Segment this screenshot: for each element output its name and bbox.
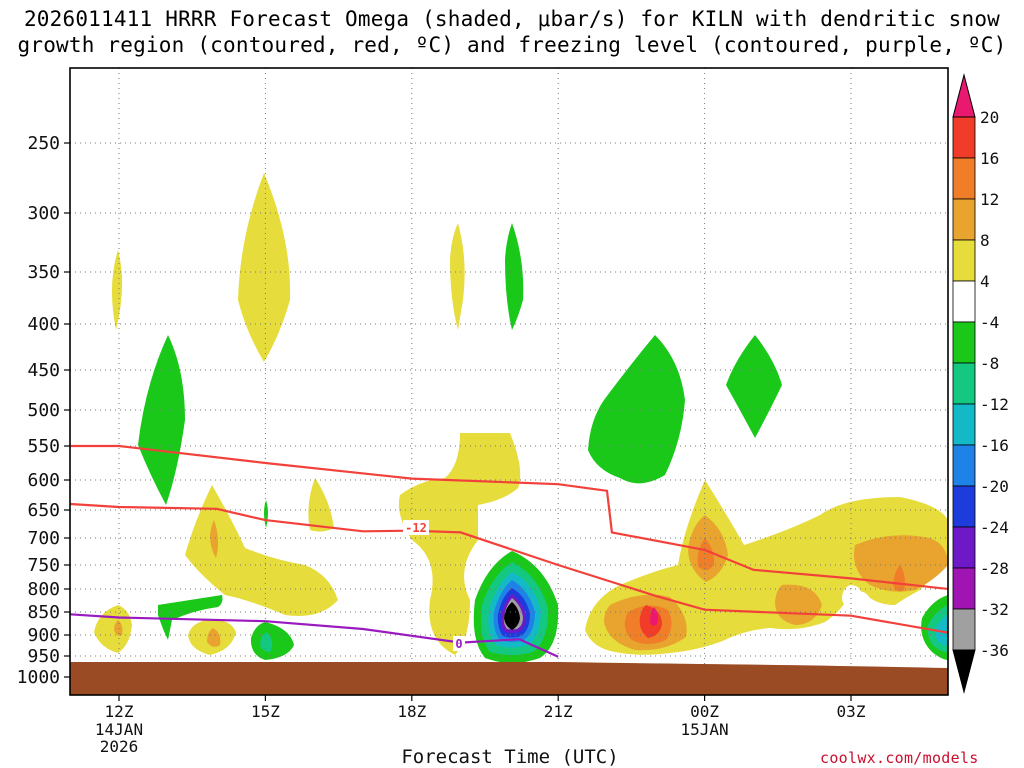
colorbar-label: 8 [980,231,990,250]
y-tick-label: 550 [27,436,60,457]
chart-title-line-1: 2026011411 HRRR Forecast Omega (shaded, … [23,7,1001,31]
dgz-lower-contour [70,502,948,634]
omega-field-yellow-16z [308,478,334,532]
omega-field-yellow-12z-350 [111,250,123,330]
y-tick-label: 950 [27,646,60,667]
y-axis: 2503003504004505005506006507007508008509… [17,133,70,688]
omega-field-04z-l3 [935,614,948,646]
omega-field-20z-l8 [504,602,520,630]
omega-field-orange-light-03z [854,535,948,592]
colorbar-label: 16 [980,149,999,168]
omega-field-yellow-19z-upper [450,223,465,330]
y-tick-label: 800 [27,579,60,600]
omega-field-green-19z-upper [505,223,524,330]
colorbar: 20 16 12 8 4 -4 -8 -12 -16 -20 -24 -28 -32 -36 [952,73,1009,694]
x-tick-label: 03Z [837,702,866,721]
y-tick-label: 400 [27,314,60,335]
colorbar-label: -12 [980,395,1009,414]
omega-field-yellow-19z-low [452,600,465,640]
omega-field-green-15z-low [250,622,294,660]
x-tick-sublabel: 14JAN [95,720,143,739]
dgz-upper-contour [70,444,948,591]
y-tick-label: 1000 [17,667,60,688]
plot-area: -12 0 [70,68,948,695]
y-tick-label: 500 [27,400,60,421]
omega-positive-fields [94,173,948,655]
colorbar-label: 4 [980,272,990,291]
colorbar-bin [952,608,976,651]
omega-field-green-01z [726,335,782,438]
colorbar-label: -28 [980,559,1009,578]
y-tick-label: 850 [27,602,60,623]
colorbar-bin [952,567,976,610]
y-tick-label: 900 [27,625,60,646]
plot-frame [69,67,949,696]
freezing-level-contour [70,613,559,658]
colorbar-bin [952,526,976,569]
omega-field-orange-light-14z-low [207,628,221,647]
colorbar-bin [952,362,976,405]
colorbar-bin [952,280,976,323]
colorbar-bin [952,198,976,241]
colorbar-bin [952,485,976,528]
y-tick-label: 700 [27,528,60,549]
chart-title-line-2: growth region (contoured, red, ºC) and f… [17,33,1007,57]
x-tick-label: 00Z [690,702,719,721]
freezing-level-label: 0 [455,637,462,651]
y-tick-label: 650 [27,500,60,521]
colorbar-bin [952,403,976,446]
colorbar-label: -4 [980,313,999,332]
colorbar-bin [952,239,976,282]
omega-field-yellow-14z [185,485,338,616]
omega-field-green-13z-low [158,595,223,640]
colorbar-label: -8 [980,354,999,373]
colorbar-label: -16 [980,436,1009,455]
omega-field-yellow-18z-broad [398,433,521,655]
colorbar-bin [952,321,976,364]
omega-field-orange-00z [697,538,715,571]
x-tick-label: 21Z [544,702,573,721]
y-tick-label: 750 [27,555,60,576]
colorbar-label: -36 [980,641,1009,660]
omega-field-green-13z [138,335,185,505]
colorbar-label: 20 [980,108,999,127]
colorbar-bin [952,157,976,200]
omega-field-orange-light-12z-low [114,620,123,636]
omega-field-teal-15z-low [260,632,273,652]
colorbar-top-arrow [952,73,976,118]
y-tick-label: 450 [27,360,60,381]
colorbar-bin [952,444,976,487]
y-tick-label: 350 [27,262,60,283]
x-tick-sublabel: 2026 [100,737,139,756]
omega-field-orange-light-14z [210,520,219,558]
y-tick-label: 600 [27,470,60,491]
x-tick-label: 15Z [251,702,280,721]
colorbar-label: -24 [980,518,1009,537]
x-tick-sublabel: 15JAN [681,720,729,739]
y-tick-label: 300 [27,203,60,224]
colorbar-label: 12 [980,190,999,209]
omega-field-white-hole-03z [842,585,862,610]
x-tick-label: 18Z [397,702,426,721]
colorbar-label: -20 [980,477,1009,496]
omega-negative-fields [138,223,948,663]
x-axis-label: Forecast Time (UTC) [401,746,619,768]
source-credit[interactable]: coolwx.com/models [820,749,979,767]
ground-surface [70,662,948,695]
x-tick-label: 12Z [105,702,134,721]
omega-field-yellow-15z-upper [238,173,291,362]
colorbar-bottom-arrow [952,649,976,694]
y-tick-label: 250 [27,133,60,154]
colorbar-bin [952,116,976,159]
colorbar-label: -32 [980,600,1009,619]
dgz-contour-label: -12 [405,521,427,535]
